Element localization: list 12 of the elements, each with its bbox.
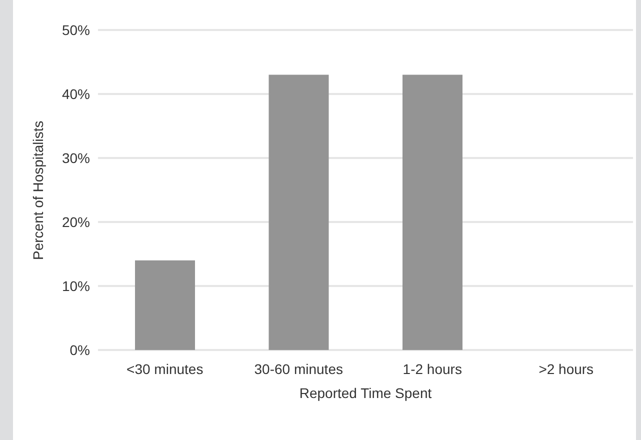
x-tick-label: >2 hours <box>538 360 594 377</box>
y-tick-label: 40% <box>62 86 90 102</box>
y-axis-title: Percent of Hospitalists <box>30 120 46 260</box>
y-tick-label: 10% <box>62 278 90 294</box>
y-tick-label: 0% <box>70 342 90 358</box>
x-tick-label: 30-60 minutes <box>254 360 343 377</box>
y-tick-label: 50% <box>62 22 90 38</box>
y-tick-label: 30% <box>62 150 90 166</box>
x-tick-label: 1-2 hours <box>402 360 462 377</box>
y-tick-label: 20% <box>62 214 90 230</box>
x-axis-title: Reported Time Spent <box>299 385 432 401</box>
x-tick-label: <30 minutes <box>126 360 204 377</box>
